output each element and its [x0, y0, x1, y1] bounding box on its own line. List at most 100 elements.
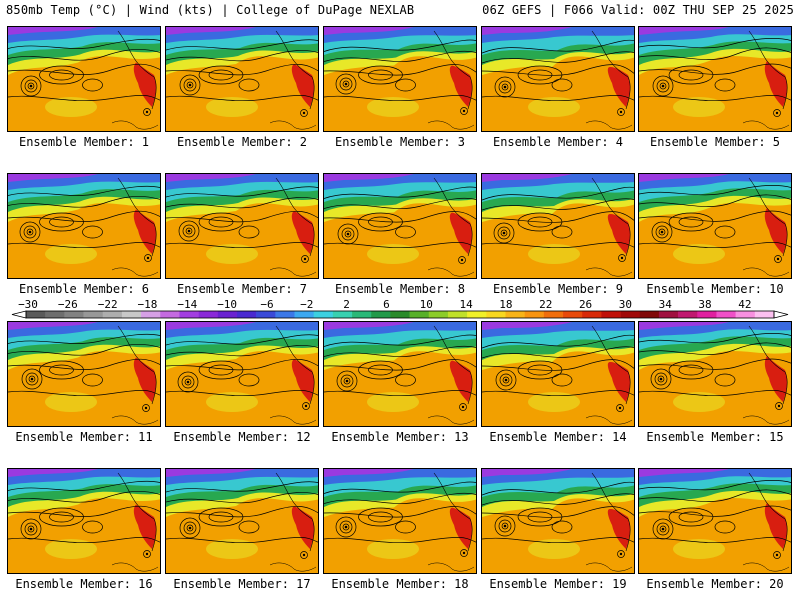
- colorbar-swatch: [332, 311, 353, 318]
- colorbar-swatch: [179, 311, 199, 318]
- ensemble-member-map: [165, 321, 319, 427]
- colorbar-swatch: [352, 311, 372, 318]
- colorbar-swatch: [428, 311, 449, 318]
- colorbar-swatch: [141, 311, 161, 318]
- ensemble-member-map: [638, 468, 792, 574]
- ensemble-member-label: Ensemble Member: 20: [646, 577, 784, 591]
- temperature-map-image: [166, 469, 318, 573]
- colorbar-swatch: [601, 311, 621, 318]
- colorbar-swatch: [313, 311, 334, 318]
- colorbar-tick-label: 38: [698, 298, 711, 311]
- colorbar-swatch: [121, 311, 142, 318]
- colorbar-swatch: [467, 311, 487, 318]
- ensemble-member-label: Ensemble Member: 4: [492, 135, 624, 149]
- ensemble-member-label: Ensemble Member: 15: [646, 430, 784, 444]
- temperature-map-image: [482, 469, 634, 573]
- colorbar-swatch: [294, 311, 314, 318]
- model-run-title: 06Z GEFS | F066 Valid: 00Z THU SEP 25 20…: [482, 3, 794, 17]
- colorbar-swatch: [658, 311, 679, 318]
- temperature-map-image: [324, 27, 476, 131]
- colorbar-tick-label: −14: [177, 298, 197, 311]
- colorbar-tick-label: 30: [619, 298, 632, 311]
- ensemble-member-map: [165, 173, 319, 279]
- temperature-map-image: [166, 174, 318, 278]
- ensemble-member-map: [481, 321, 635, 427]
- colorbar-tick-label: 2: [343, 298, 350, 311]
- ensemble-member-label: Ensemble Member: 17: [173, 577, 311, 591]
- ensemble-member-map: [638, 26, 792, 132]
- colorbar-tick-label: 34: [659, 298, 673, 311]
- ensemble-member-map: [323, 321, 477, 427]
- colorbar-swatch: [256, 311, 276, 318]
- ensemble-member-map: [7, 321, 161, 427]
- temperature-map-image: [166, 322, 318, 426]
- temperature-map-image: [639, 469, 791, 573]
- colorbar-swatch: [754, 311, 775, 318]
- colorbar-tick-label: −26: [58, 298, 78, 311]
- colorbar-tick-label: 10: [420, 298, 433, 311]
- ensemble-member-label: Ensemble Member: 8: [334, 282, 466, 296]
- colorbar-tick-label: −22: [98, 298, 118, 311]
- ensemble-member-label: Ensemble Member: 6: [18, 282, 150, 296]
- colorbar-swatch: [64, 311, 84, 318]
- ensemble-member-map: [481, 468, 635, 574]
- colorbar-swatch: [620, 311, 641, 318]
- ensemble-member-label: Ensemble Member: 11: [15, 430, 153, 444]
- ensemble-member-map: [323, 468, 477, 574]
- colorbar-swatch: [582, 311, 602, 318]
- colorbar-swatch: [735, 311, 756, 318]
- ensemble-member-map: [638, 173, 792, 279]
- ensemble-member-label: Ensemble Member: 10: [646, 282, 784, 296]
- ensemble-member-label: Ensemble Member: 2: [176, 135, 308, 149]
- ensemble-member-label: Ensemble Member: 1: [18, 135, 150, 149]
- temperature-map-image: [639, 322, 791, 426]
- ensemble-member-label: Ensemble Member: 12: [173, 430, 311, 444]
- colorbar-swatch: [409, 311, 430, 318]
- temperature-map-image: [639, 27, 791, 131]
- temperature-map-image: [482, 322, 634, 426]
- colorbar-tick-label: 22: [539, 298, 552, 311]
- colorbar-swatch: [716, 311, 736, 318]
- temperature-map-image: [8, 27, 160, 131]
- colorbar-swatch: [217, 311, 238, 318]
- ensemble-member-map: [323, 173, 477, 279]
- ensemble-member-label: Ensemble Member: 5: [649, 135, 781, 149]
- ensemble-member-label: Ensemble Member: 16: [15, 577, 153, 591]
- ensemble-member-label: Ensemble Member: 19: [489, 577, 627, 591]
- colorbar-tick-label: −30: [18, 298, 38, 311]
- colorbar-swatch: [160, 311, 180, 318]
- colorbar-tick-label: −6: [260, 298, 273, 311]
- colorbar-tick-label: 6: [383, 298, 390, 311]
- colorbar-swatch: [524, 311, 545, 318]
- temperature-map-image: [324, 469, 476, 573]
- ensemble-member-map: [7, 26, 161, 132]
- colorbar-swatch: [198, 311, 219, 318]
- colorbar-outline: [25, 310, 775, 319]
- colorbar-swatch: [563, 311, 583, 318]
- ensemble-member-label: Ensemble Member: 18: [331, 577, 469, 591]
- colorbar-tick-label: 18: [499, 298, 512, 311]
- ensemble-member-map: [323, 26, 477, 132]
- temperature-map-image: [8, 322, 160, 426]
- colorbar-swatch: [447, 311, 468, 318]
- colorbar-swatch: [486, 311, 506, 318]
- temperature-map-image: [324, 322, 476, 426]
- ensemble-member-label: Ensemble Member: 3: [334, 135, 466, 149]
- colorbar-tick-label: −2: [300, 298, 313, 311]
- colorbar-tick-label: 26: [579, 298, 592, 311]
- temperature-map-image: [482, 174, 634, 278]
- temperature-map-image: [324, 174, 476, 278]
- colorbar-swatch: [83, 311, 104, 318]
- ensemble-member-label: Ensemble Member: 13: [331, 430, 469, 444]
- ensemble-member-label: Ensemble Member: 9: [492, 282, 624, 296]
- colorbar-swatch: [236, 311, 257, 318]
- colorbar-swatch: [639, 311, 660, 318]
- ensemble-member-map: [7, 173, 161, 279]
- temperature-colorbar: −30 −26 −22 −18 −14 −10 −6 −2 2 6 10 14 18 22 26 30 34 38…: [11, 298, 789, 319]
- temperature-map-image: [482, 27, 634, 131]
- colorbar-swatch: [678, 311, 698, 318]
- colorbar-swatch: [543, 311, 564, 318]
- colorbar-swatch: [45, 311, 65, 318]
- temperature-map-image: [639, 174, 791, 278]
- colorbar-swatch: [26, 311, 46, 318]
